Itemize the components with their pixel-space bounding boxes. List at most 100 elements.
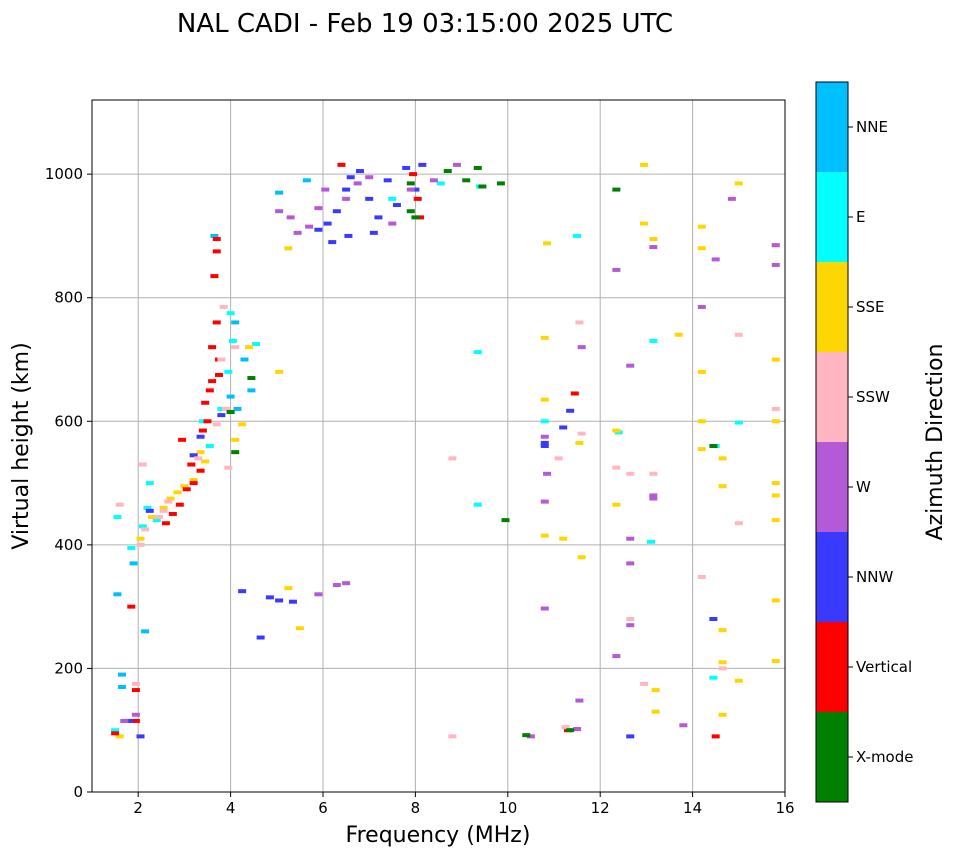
y-tick-label: 200 (54, 659, 83, 677)
data-point (332, 583, 341, 588)
data-point (771, 493, 780, 498)
data-point (275, 598, 284, 603)
data-point (231, 345, 240, 350)
x-tick-label: 16 (775, 799, 794, 817)
data-point (436, 181, 445, 186)
data-point (136, 536, 145, 541)
data-point (355, 169, 364, 174)
data-point (208, 379, 217, 384)
data-point (709, 444, 718, 448)
data-point (131, 712, 140, 717)
data-point (178, 437, 187, 442)
data-point (111, 728, 120, 733)
data-point (734, 181, 743, 186)
data-point (540, 419, 549, 424)
colorbar-segment (816, 712, 848, 802)
data-point (194, 456, 203, 461)
data-point (247, 376, 256, 381)
data-point (734, 521, 743, 526)
data-point (612, 502, 621, 507)
data-point (275, 209, 284, 214)
data-point (148, 515, 157, 520)
data-point (388, 196, 397, 201)
data-point (626, 363, 635, 368)
x-tick-label: 2 (133, 799, 143, 817)
data-point (575, 440, 584, 445)
data-point (522, 733, 531, 738)
data-point (612, 465, 621, 470)
series-sse (115, 162, 780, 739)
chart-title: NAL CADI - Feb 19 03:15:00 2025 UTC (177, 9, 673, 39)
data-point (201, 400, 210, 405)
data-point (462, 178, 471, 183)
x-tick-label: 12 (591, 799, 610, 817)
data-point (231, 320, 240, 325)
data-point (314, 592, 323, 597)
data-point (221, 406, 230, 411)
data-point (718, 712, 727, 717)
data-point (540, 397, 549, 402)
data-point (205, 444, 214, 448)
data-point (771, 262, 780, 267)
data-point (540, 444, 549, 448)
data-point (566, 728, 575, 733)
data-point (238, 422, 247, 427)
data-point (418, 162, 427, 167)
data-point (679, 723, 688, 728)
data-point (182, 487, 191, 492)
colorbar-label: Azimuth Direction (923, 343, 948, 540)
data-point (275, 369, 284, 374)
colorbar-tick-label: NNE (856, 118, 888, 136)
data-point (626, 617, 635, 621)
colorbar-tick-label: X-mode (856, 748, 913, 766)
data-point (540, 533, 549, 538)
data-point (138, 524, 147, 529)
data-point (159, 505, 168, 510)
data-point (129, 561, 138, 566)
data-point (374, 215, 383, 220)
data-point (543, 471, 552, 476)
y-tick-label: 800 (54, 289, 83, 307)
data-point (131, 681, 140, 686)
data-point (323, 221, 332, 226)
data-point (429, 178, 438, 183)
data-point (640, 162, 649, 167)
data-point (365, 175, 374, 180)
data-point (554, 456, 563, 461)
data-point (697, 447, 706, 452)
data-point (212, 237, 221, 242)
data-point (626, 536, 635, 541)
data-point (443, 169, 452, 174)
data-point (154, 515, 163, 520)
x-tick-label: 4 (226, 799, 236, 817)
data-point (212, 249, 221, 254)
data-point (561, 725, 570, 730)
data-point (145, 481, 154, 486)
data-point (288, 599, 297, 604)
data-point (240, 357, 249, 362)
colorbar-tick-label: SSW (856, 388, 890, 406)
series-x-mode (226, 165, 718, 738)
data-point (127, 604, 136, 609)
data-point (577, 555, 586, 560)
data-point (118, 672, 127, 677)
data-point (217, 406, 226, 411)
data-point (711, 734, 720, 739)
data-point (566, 408, 575, 413)
x-tick-label: 10 (498, 799, 517, 817)
data-point (118, 684, 127, 689)
x-tick-label: 14 (683, 799, 702, 817)
data-point (115, 734, 124, 739)
data-point (573, 233, 582, 238)
data-point (113, 592, 122, 597)
data-point (612, 187, 621, 192)
data-point (115, 502, 124, 507)
data-point (293, 230, 302, 235)
data-point (540, 499, 549, 504)
data-point (640, 681, 649, 686)
data-point (540, 606, 549, 611)
data-point (231, 437, 240, 442)
data-point (295, 626, 304, 631)
data-point (353, 181, 362, 186)
data-point (286, 215, 295, 220)
